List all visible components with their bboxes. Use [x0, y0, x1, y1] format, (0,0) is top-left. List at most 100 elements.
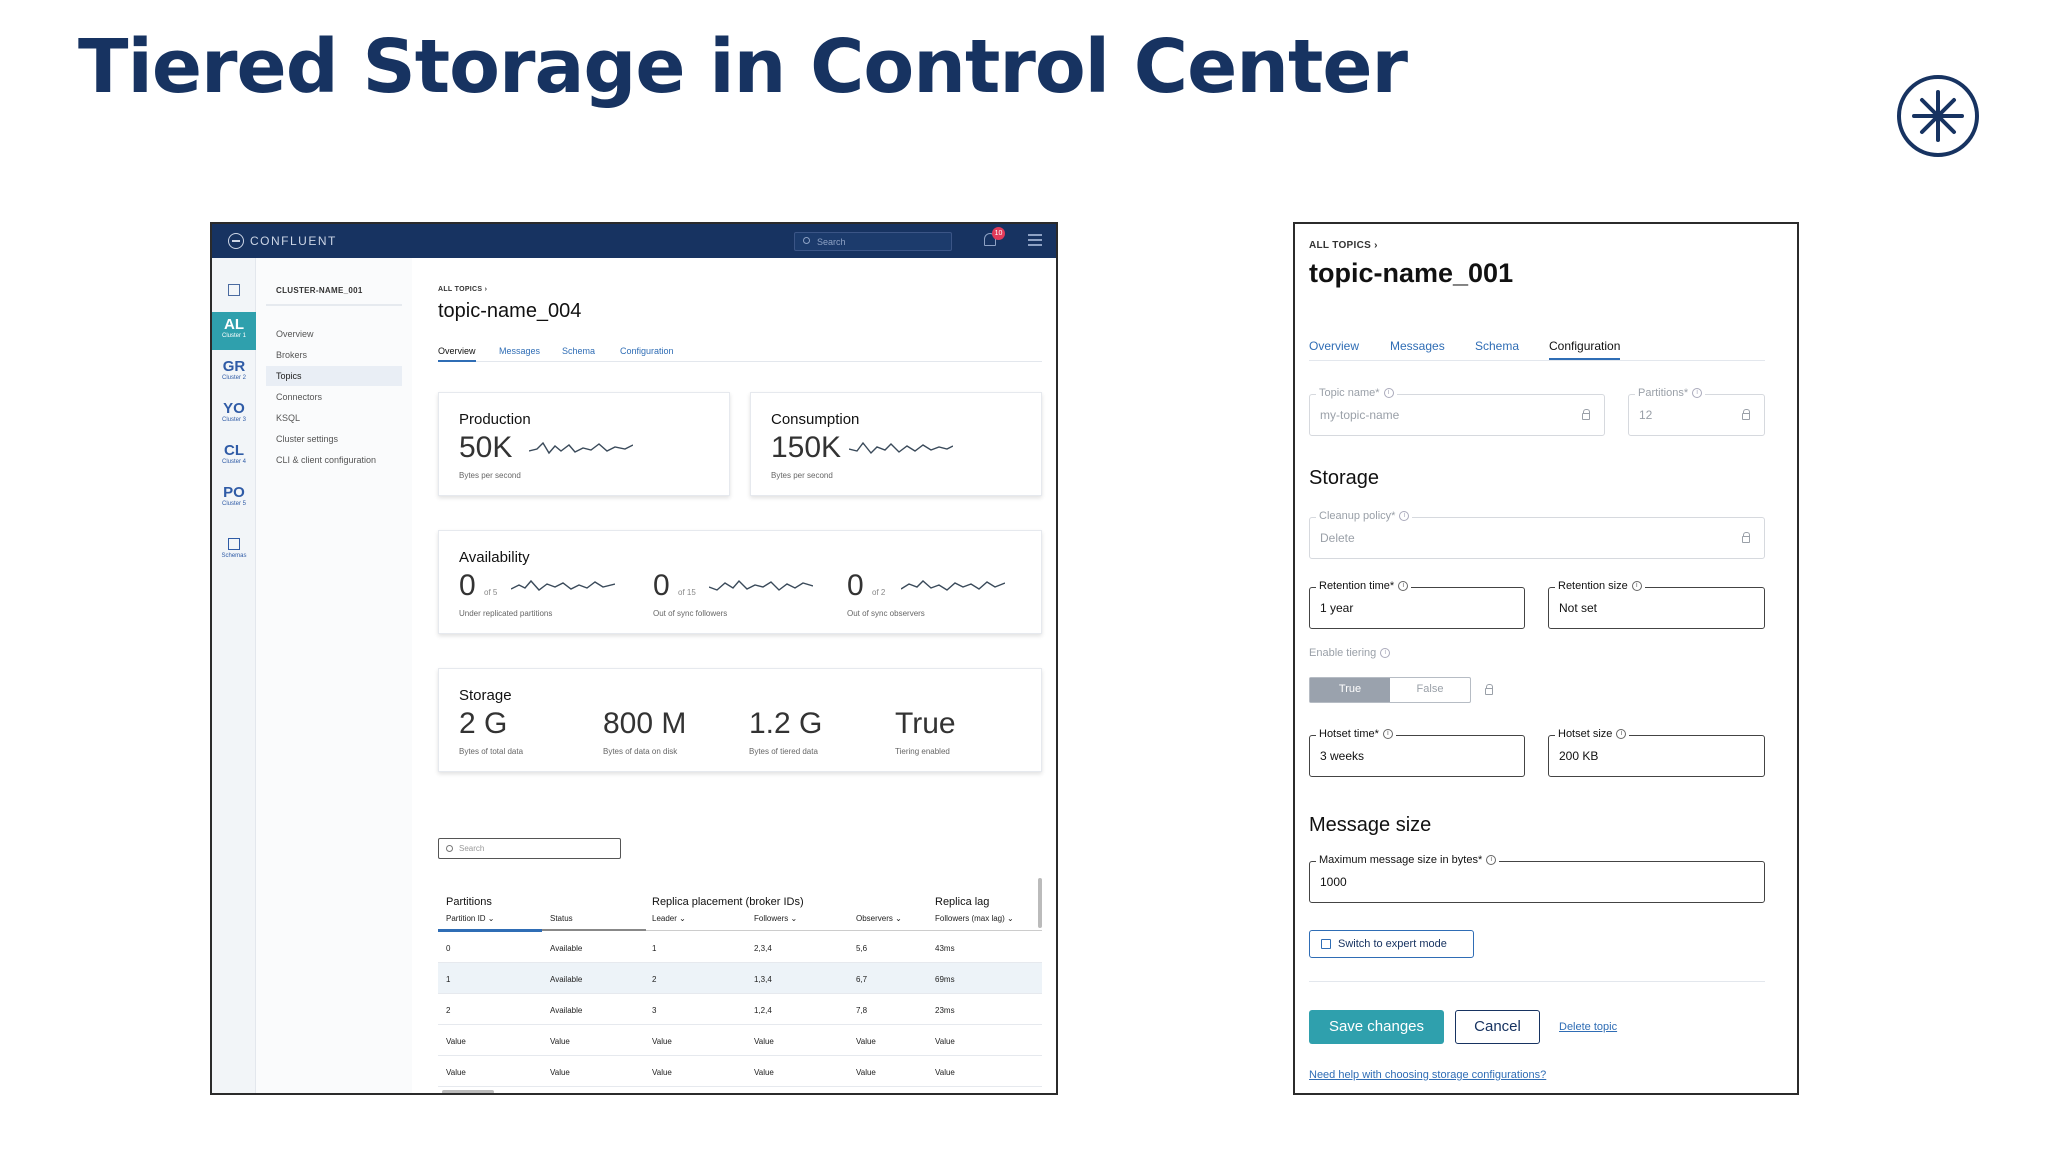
brand[interactable]: CONFLUENT [228, 233, 337, 249]
out-of-sync-followers-number: 0 [653, 569, 670, 602]
max-message-size-field[interactable]: Maximum message size in bytes* i 1000 [1309, 854, 1765, 903]
subnav-cli-config[interactable]: CLI & client configuration [276, 455, 377, 465]
info-icon[interactable]: i [1486, 855, 1497, 865]
topic-overview: ALL TOPICS › topic-name_004 Overview Mes… [412, 258, 1056, 1093]
info-icon[interactable]: i [1380, 648, 1391, 658]
rail-cluster-4[interactable]: CL Cluster 4 [212, 438, 256, 476]
switch-to-expert-mode-button[interactable]: Switch to expert mode [1309, 930, 1474, 958]
rail-cluster-1[interactable]: AL Cluster 1 [212, 312, 256, 350]
retention-time-value: 1 year [1320, 601, 1354, 615]
table-row[interactable]: 0 Available 1 2,3,4 5,6 43ms [438, 932, 1042, 963]
rail-cluster-2[interactable]: GR Cluster 2 [212, 354, 256, 392]
total-data-caption: Bytes of total data [459, 747, 524, 756]
menu-icon[interactable] [1028, 234, 1042, 246]
tab-schema[interactable]: Schema [1475, 339, 1520, 353]
hotset-time-label: Hotset time* i [1316, 728, 1396, 740]
subnav-brokers[interactable]: Brokers [276, 350, 308, 360]
info-icon[interactable]: i [1692, 388, 1703, 398]
header-underline [542, 929, 646, 931]
tiering-true-option[interactable]: True [1310, 678, 1390, 702]
cancel-button[interactable]: Cancel [1455, 1010, 1540, 1044]
col-observers[interactable]: Observers ⌄ [856, 914, 902, 923]
hotset-time-value: 3 weeks [1320, 749, 1365, 763]
topic-name-field: Topic name* i my-topic-name [1309, 387, 1605, 436]
consumption-title: Consumption [771, 411, 860, 428]
col-partition-id-label: Partition ID [446, 914, 486, 923]
help-link[interactable]: Need help with choosing storage configur… [1309, 1069, 1547, 1081]
hotset-size-label: Hotset size i [1555, 728, 1630, 740]
retention-size-field[interactable]: Retention size i Not set [1548, 580, 1765, 629]
cleanup-policy-field: Cleanup policy* i Delete [1309, 510, 1765, 559]
cell-max-lag: Value [935, 1037, 955, 1046]
consumption-caption: Bytes per second [771, 471, 833, 480]
subnav-cluster-settings[interactable]: Cluster settings [276, 434, 339, 444]
enable-tiering-label: Enable tiering i [1309, 647, 1391, 659]
save-changes-button[interactable]: Save changes [1309, 1010, 1444, 1044]
table-row[interactable]: 1 Available 2 1,3,4 6,7 69ms [438, 963, 1042, 994]
lock-icon [1582, 409, 1590, 420]
col-leader[interactable]: Leader ⌄ [652, 914, 686, 923]
cell-partition-id: 2 [446, 1006, 451, 1015]
group-replica-lag: Replica lag [935, 896, 990, 908]
cell-max-lag: 43ms [935, 944, 955, 953]
hotset-size-field[interactable]: Hotset size i 200 KB [1548, 728, 1765, 777]
info-icon[interactable]: i [1382, 729, 1393, 739]
subnav-ksql[interactable]: KSQL [276, 413, 301, 423]
delete-topic-link[interactable]: Delete topic [1559, 1021, 1618, 1033]
tiering-enabled-value: True [895, 707, 956, 740]
info-icon[interactable]: i [1399, 511, 1410, 521]
table-row[interactable]: Value Value Value Value Value Value [438, 1025, 1042, 1056]
page-title: topic-name_001 [1309, 258, 1514, 288]
cell-leader: 1 [652, 944, 657, 953]
hotset-time-field[interactable]: Hotset time* i 3 weeks [1309, 728, 1525, 777]
cell-leader: Value [652, 1068, 672, 1077]
tab-overview[interactable]: Overview [438, 346, 476, 362]
storage-title: Storage [459, 687, 512, 704]
cell-partition-id: 0 [446, 944, 451, 953]
table-row[interactable]: 2 Available 3 1,2,4 7,8 23ms [438, 994, 1042, 1025]
rail-cluster-5[interactable]: PO Cluster 5 [212, 480, 256, 518]
cell-followers: 1,3,4 [754, 975, 772, 984]
subnav-topics[interactable]: Topics [266, 366, 402, 386]
col-partition-id[interactable]: Partition ID ⌄ [446, 914, 495, 923]
rail-cluster-3[interactable]: YO Cluster 3 [212, 396, 256, 434]
tab-configuration[interactable]: Configuration [620, 346, 674, 356]
out-of-sync-observers-value: 0 of 2 [847, 569, 885, 603]
vertical-scrollbar[interactable] [1038, 878, 1042, 928]
breadcrumb[interactable]: ALL TOPICS › [1309, 240, 1378, 251]
global-search-input[interactable]: Search [794, 232, 952, 251]
tab-configuration[interactable]: Configuration [1549, 339, 1621, 360]
cleanup-policy-label-text: Cleanup policy* [1319, 510, 1396, 522]
storage-card: Storage 2 G Bytes of total data 800 M By… [438, 668, 1042, 772]
breadcrumb[interactable]: ALL TOPICS › [438, 286, 488, 293]
tab-overview[interactable]: Overview [1309, 339, 1360, 353]
cell-max-lag: Value [935, 1068, 955, 1077]
info-icon[interactable]: i [1631, 581, 1642, 591]
tab-schema[interactable]: Schema [562, 346, 596, 356]
info-icon[interactable]: i [1616, 729, 1627, 739]
col-followers[interactable]: Followers ⌄ [754, 914, 798, 923]
info-icon[interactable]: i [1383, 388, 1394, 398]
retention-time-field[interactable]: Retention time* i 1 year [1309, 580, 1525, 629]
cell-status: Available [550, 1006, 583, 1015]
hotset-size-label-text: Hotset size [1558, 728, 1613, 740]
info-icon[interactable]: i [1398, 581, 1409, 591]
col-followers-label: Followers [754, 914, 789, 923]
horizontal-scrollbar[interactable] [442, 1090, 494, 1093]
tab-messages[interactable]: Messages [1390, 339, 1445, 353]
rail-schemas[interactable]: Schemas [212, 538, 256, 559]
topic-name-value: my-topic-name [1320, 408, 1400, 422]
tiering-false-option[interactable]: False [1416, 683, 1444, 695]
col-followers-max-lag[interactable]: Followers (max lag) ⌄ [935, 914, 1014, 923]
lock-icon [1485, 684, 1493, 695]
subnav-overview[interactable]: Overview [276, 329, 314, 339]
tab-messages[interactable]: Messages [499, 346, 541, 356]
cell-observers: 5,6 [856, 944, 868, 953]
total-data-value: 2 G [459, 707, 508, 740]
rail-cluster-sub: Cluster 1 [221, 333, 246, 339]
grid-icon[interactable] [228, 284, 240, 296]
cell-partition-id: Value [446, 1037, 466, 1046]
partition-search-input[interactable]: Search [438, 838, 621, 859]
subnav-connectors[interactable]: Connectors [276, 392, 323, 402]
table-row[interactable]: Value Value Value Value Value Value [438, 1056, 1042, 1087]
